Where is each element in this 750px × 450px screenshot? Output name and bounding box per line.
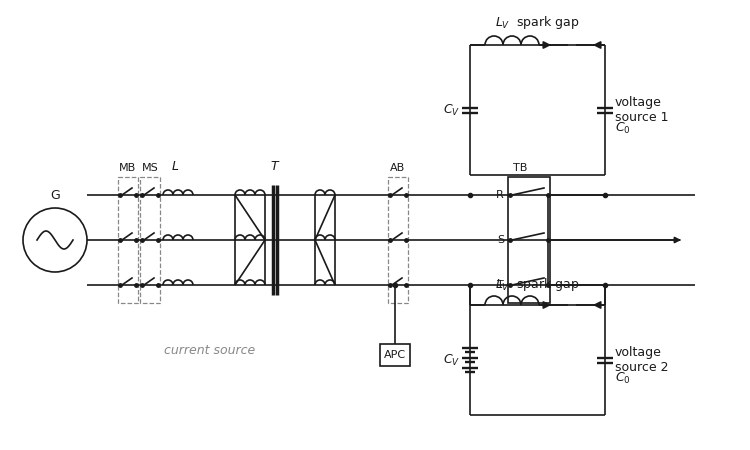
Text: $L_V$  spark gap: $L_V$ spark gap xyxy=(495,14,579,31)
Text: $C_V$: $C_V$ xyxy=(442,352,460,368)
Text: $L$: $L$ xyxy=(171,160,179,173)
Text: AB: AB xyxy=(390,163,406,173)
Text: R: R xyxy=(496,190,504,200)
Text: TB: TB xyxy=(513,163,527,173)
Text: T: T xyxy=(497,280,504,290)
Text: MS: MS xyxy=(142,163,158,173)
Text: G: G xyxy=(50,189,60,202)
Text: current source: current source xyxy=(164,343,256,356)
Text: $C_V$: $C_V$ xyxy=(442,103,460,117)
Text: $T$: $T$ xyxy=(270,160,280,173)
Text: voltage
source 1: voltage source 1 xyxy=(615,96,668,124)
Text: $C_0$: $C_0$ xyxy=(615,121,631,135)
Text: MB: MB xyxy=(119,163,136,173)
Text: $L_V$  spark gap: $L_V$ spark gap xyxy=(495,276,579,293)
Text: $C_0$: $C_0$ xyxy=(615,370,631,386)
Text: voltage
source 2: voltage source 2 xyxy=(615,346,668,374)
Text: S: S xyxy=(496,235,504,245)
Text: APC: APC xyxy=(384,350,406,360)
